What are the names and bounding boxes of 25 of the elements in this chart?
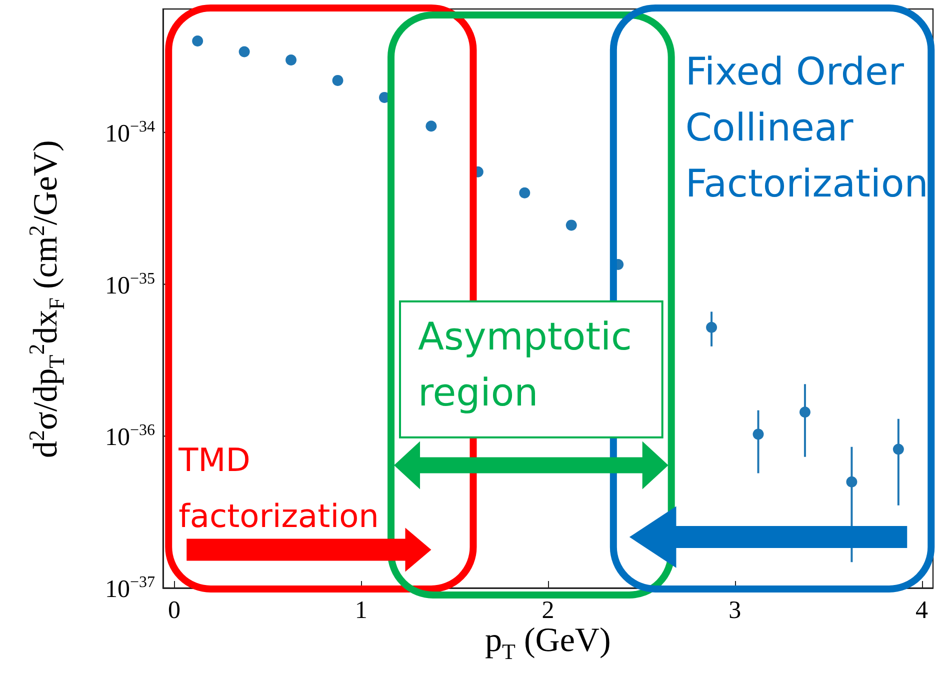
point	[706, 322, 718, 333]
point	[799, 406, 810, 418]
annotation: Fixed Order Collinear Factorization	[685, 49, 928, 206]
point	[426, 120, 437, 132]
point	[332, 74, 344, 86]
point	[286, 54, 297, 66]
x-tick-label: 0	[168, 597, 180, 624]
x-tick-label: 1	[354, 597, 368, 624]
x-tick-label: 2	[542, 597, 554, 624]
y-tick-label: 10$^{−36}$	[104, 422, 155, 452]
annotation: TMD factorization	[178, 440, 379, 535]
x-axis-title: p$_{T}$ (GeV)	[485, 622, 611, 665]
x-tick-label: 3	[728, 597, 742, 624]
x-tick-label: 4	[916, 597, 929, 624]
point	[519, 187, 530, 198]
y-tick-label: 10$^{−37}$	[104, 574, 155, 603]
point	[892, 444, 904, 455]
annotation: Asymptotic region	[418, 314, 632, 414]
point	[752, 428, 764, 440]
point	[566, 220, 577, 231]
point	[846, 476, 858, 488]
point	[238, 46, 250, 58]
y-tick-label: 10$^{−35}$	[104, 270, 155, 300]
point	[192, 36, 204, 47]
y-tick-label: 10$^{−34}$	[104, 118, 155, 148]
